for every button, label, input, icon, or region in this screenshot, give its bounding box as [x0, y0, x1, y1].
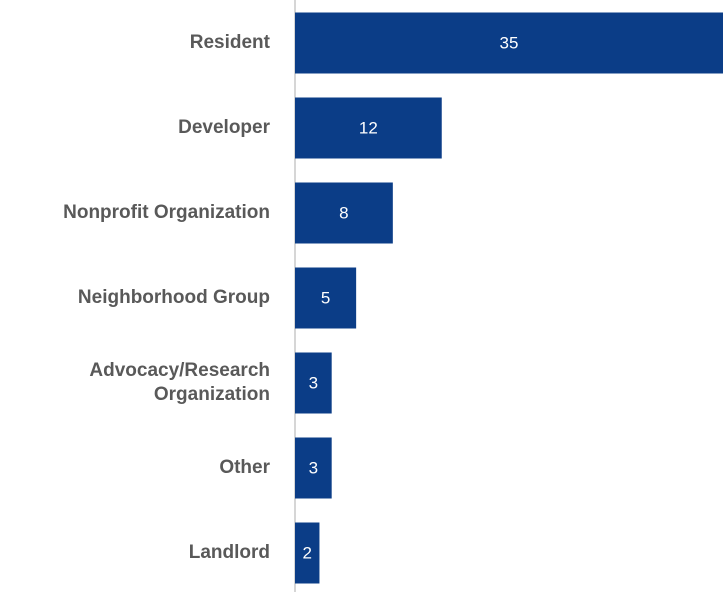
bar: [295, 12, 723, 74]
data-label: 2: [302, 543, 311, 562]
category-label: Neighborhood Group: [77, 287, 270, 308]
bar: [295, 97, 442, 159]
data-label: 3: [309, 458, 318, 477]
data-label: 3: [309, 373, 318, 392]
data-label: 12: [359, 118, 378, 137]
bar: [295, 182, 393, 244]
bar: [295, 437, 332, 499]
category-label: Resident: [189, 32, 270, 53]
bar: [295, 352, 332, 414]
category-label: Nonprofit Organization: [63, 202, 270, 223]
data-label: 8: [339, 203, 348, 222]
data-label: 35: [500, 33, 519, 52]
bar: [295, 267, 357, 329]
category-label: Landlord: [188, 542, 270, 563]
bar: [295, 522, 320, 584]
data-label: 5: [321, 288, 330, 307]
category-label: Advocacy/Research Organization: [89, 360, 270, 405]
category-label: Other: [219, 457, 270, 478]
category-label: Developer: [178, 117, 270, 138]
